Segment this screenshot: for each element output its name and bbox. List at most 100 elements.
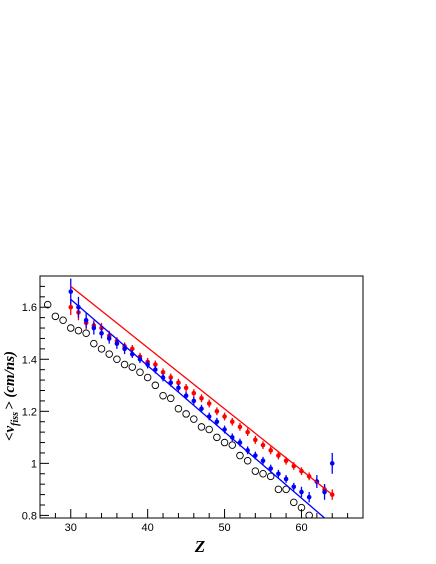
y-axis-title-sub: fiss xyxy=(10,412,21,426)
chart-axes: 30 40 50 60 0.8 1 1.2 1.4 1.6 xyxy=(22,275,364,534)
data-point xyxy=(191,390,197,396)
data-point xyxy=(68,304,74,310)
data-point xyxy=(276,471,281,477)
open-circle-point xyxy=(182,410,190,418)
open-circle-point xyxy=(143,373,152,382)
data-point xyxy=(199,406,204,412)
data-point xyxy=(276,453,281,458)
data-point xyxy=(168,375,174,380)
open-circle-point xyxy=(290,498,298,507)
open-circle-point xyxy=(251,467,260,475)
plot-frame xyxy=(39,275,364,519)
fit-line xyxy=(70,298,325,518)
data-point xyxy=(153,362,158,367)
data-point xyxy=(76,304,81,310)
open-circle-point xyxy=(174,404,183,413)
x-tick-label: 40 xyxy=(142,522,154,534)
open-circle-point xyxy=(136,368,144,377)
open-circle-point xyxy=(236,451,244,460)
open-circle-point xyxy=(166,394,175,403)
x-tick-label: 30 xyxy=(65,522,77,534)
y-axis-title-tail: > (cm/ns) xyxy=(2,351,18,410)
data-point xyxy=(291,484,297,490)
open-circle-point xyxy=(243,457,252,465)
open-circle-point xyxy=(205,425,213,434)
series-group xyxy=(43,278,335,518)
open-circle-point xyxy=(43,300,52,309)
open-circle-point xyxy=(59,316,67,324)
data-point xyxy=(299,468,304,474)
data-point xyxy=(253,437,258,443)
open-circle-point xyxy=(197,423,206,431)
data-point xyxy=(283,476,289,482)
open-circle-point xyxy=(259,470,267,478)
y-tick-label: 1.4 xyxy=(22,354,37,366)
open-circle-point xyxy=(266,472,275,481)
data-point xyxy=(83,317,89,323)
y-axis-title-main: <v xyxy=(2,425,18,441)
open-circle-point xyxy=(97,345,106,353)
y-axis-title: <vfiss > (cm/ns) xyxy=(2,351,21,441)
data-point xyxy=(214,409,220,414)
data-point xyxy=(68,289,74,294)
data-point xyxy=(268,448,274,453)
data-point xyxy=(160,369,166,375)
data-point xyxy=(299,489,304,495)
data-point xyxy=(229,419,235,425)
open-circle-point xyxy=(67,324,75,332)
open-circle-point xyxy=(74,326,83,335)
open-circle-point xyxy=(228,441,237,449)
data-point xyxy=(191,398,197,404)
data-point xyxy=(99,330,104,336)
data-point xyxy=(199,396,204,401)
data-point xyxy=(176,385,181,391)
data-point xyxy=(329,461,335,466)
open-circle-point xyxy=(213,433,221,442)
data-point xyxy=(91,325,97,331)
open-circle-point xyxy=(190,415,198,423)
open-circle-point xyxy=(113,355,121,364)
plot-area: 30 40 50 60 0.8 1 1.2 1.4 1.6 xyxy=(22,275,364,534)
data-point xyxy=(222,414,227,419)
data-point xyxy=(306,494,312,500)
y-tick-label: 1.6 xyxy=(22,302,37,314)
open-circle-point xyxy=(159,391,167,400)
data-point xyxy=(129,346,135,352)
open-circle-point xyxy=(120,360,129,369)
data-point xyxy=(122,346,127,352)
data-point xyxy=(114,341,120,346)
open-circle-point xyxy=(305,511,313,518)
open-circle-point xyxy=(220,438,229,447)
data-point xyxy=(260,458,266,464)
open-circle-point xyxy=(82,329,90,337)
x-axis-title: Z xyxy=(194,537,205,556)
data-point xyxy=(106,336,112,341)
data-point xyxy=(268,466,274,471)
open-circle-point xyxy=(274,485,283,494)
data-point xyxy=(322,489,327,495)
data-point xyxy=(214,419,220,425)
data-point xyxy=(145,362,150,367)
y-tick-label: 1.2 xyxy=(22,406,37,418)
open-circle-point xyxy=(282,485,290,494)
open-circle-point xyxy=(105,350,113,358)
y-tick-label: 1 xyxy=(31,458,37,470)
y-tick-label: 0.8 xyxy=(22,510,37,522)
data-point xyxy=(206,401,212,406)
x-tick-label: 50 xyxy=(218,522,230,534)
open-circle-point xyxy=(51,312,60,321)
chart-marks xyxy=(43,278,335,518)
fit-line xyxy=(70,285,333,496)
open-circle-point xyxy=(151,381,160,390)
data-point xyxy=(183,385,189,391)
data-point xyxy=(237,424,243,430)
data-point xyxy=(229,435,235,440)
data-point xyxy=(260,442,266,448)
data-point xyxy=(283,458,289,464)
data-point xyxy=(245,429,250,435)
open-circle-point xyxy=(90,339,98,348)
data-point xyxy=(176,380,181,385)
data-point xyxy=(183,393,189,398)
x-tick-label: 60 xyxy=(295,522,307,534)
